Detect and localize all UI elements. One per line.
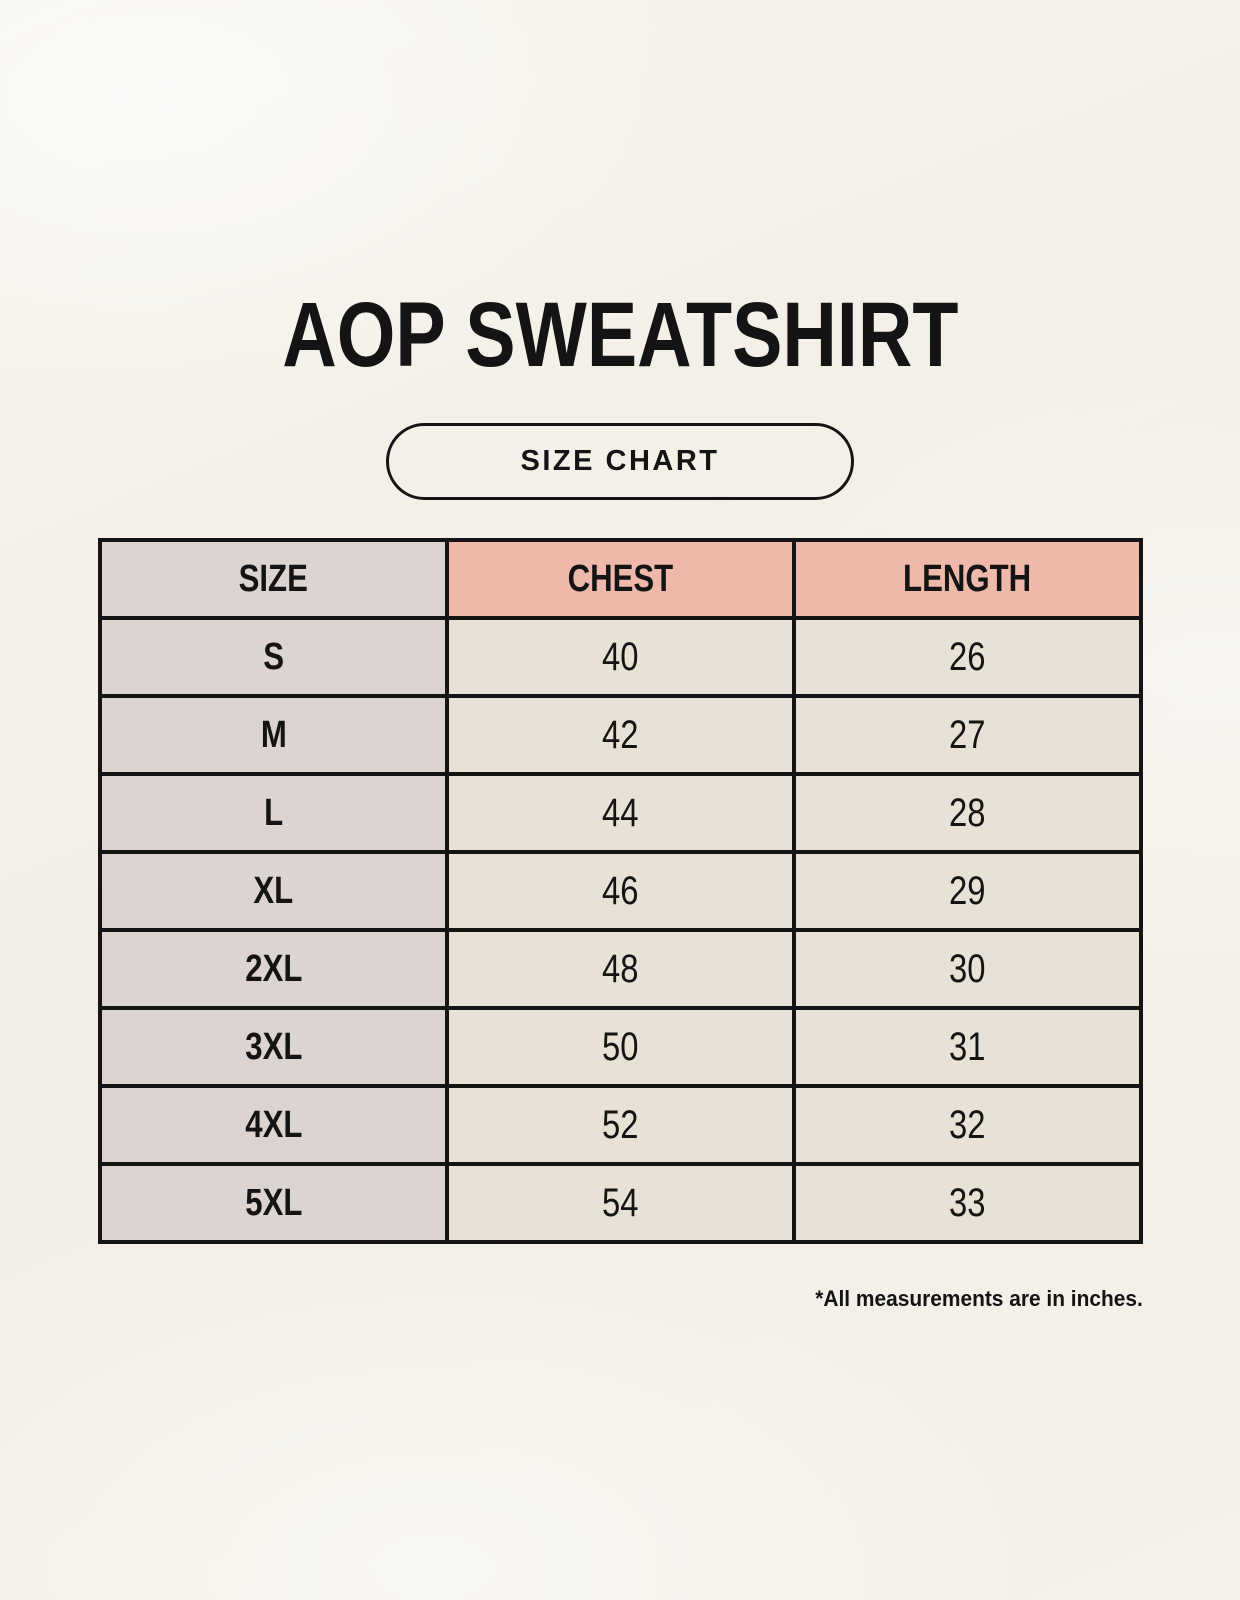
length-cell: 33	[792, 1162, 1143, 1244]
size-cell: 4XL	[98, 1084, 449, 1166]
chest-cell-text: 44	[602, 790, 639, 835]
size-cell-text: L	[263, 791, 284, 834]
size-chart-badge-label: SIZE CHART	[520, 445, 720, 477]
length-cell: 28	[792, 772, 1143, 854]
size-chart-badge: SIZE CHART	[386, 423, 854, 500]
size-cell: 3XL	[98, 1006, 449, 1088]
chest-cell: 46	[445, 850, 796, 932]
chest-cell-text: 42	[602, 712, 639, 757]
column-header-size: SIZE	[98, 538, 449, 620]
length-cell-text: 33	[949, 1180, 986, 1225]
column-header-chest: CHEST	[445, 538, 796, 620]
length-cell: 31	[792, 1006, 1143, 1088]
length-cell-text: 32	[949, 1102, 986, 1147]
chest-cell: 52	[445, 1084, 796, 1166]
length-cell: 30	[792, 928, 1143, 1010]
table-row: 3XL 50 31	[98, 1006, 1143, 1088]
table-row: L 44 28	[98, 772, 1143, 854]
page-title: AOP SWEATSHIRT	[0, 289, 1240, 381]
size-cell-text: 2XL	[244, 947, 303, 990]
size-cell-text: 5XL	[244, 1181, 303, 1224]
size-cell-text: 4XL	[244, 1103, 303, 1146]
size-cell: M	[98, 694, 449, 776]
chest-cell-text: 50	[602, 1024, 639, 1069]
table-header-row: SIZE CHEST LENGTH	[98, 538, 1143, 620]
size-cell-text: 3XL	[244, 1025, 303, 1068]
size-cell: S	[98, 616, 449, 698]
size-cell: 2XL	[98, 928, 449, 1010]
length-cell-text: 31	[949, 1024, 986, 1069]
chest-cell: 48	[445, 928, 796, 1010]
chest-cell-text: 46	[602, 868, 639, 913]
column-header-length: LENGTH	[792, 538, 1143, 620]
size-table-header: SIZE CHEST LENGTH	[98, 538, 1143, 620]
table-row: S 40 26	[98, 616, 1143, 698]
size-cell-text: XL	[253, 869, 294, 912]
chest-cell: 54	[445, 1162, 796, 1244]
size-table: SIZE CHEST LENGTH S 40 26 M 42 27 L 44 28 XL 46 29 2…	[98, 538, 1143, 1244]
size-cell: L	[98, 772, 449, 854]
table-row: 4XL 52 32	[98, 1084, 1143, 1166]
chest-cell-text: 52	[602, 1102, 639, 1147]
table-row: XL 46 29	[98, 850, 1143, 932]
length-cell-text: 30	[949, 946, 986, 991]
chest-cell: 44	[445, 772, 796, 854]
size-cell: XL	[98, 850, 449, 932]
size-cell: 5XL	[98, 1162, 449, 1244]
measurements-footnote: *All measurements are in inches.	[798, 1286, 1143, 1312]
table-row: 5XL 54 33	[98, 1162, 1143, 1244]
length-cell-text: 29	[949, 868, 986, 913]
size-cell-text: M	[260, 713, 287, 756]
page-title-text: AOP SWEATSHIRT	[281, 284, 959, 386]
length-cell: 32	[792, 1084, 1143, 1166]
length-cell: 29	[792, 850, 1143, 932]
length-cell: 26	[792, 616, 1143, 698]
length-cell-text: 28	[949, 790, 986, 835]
length-cell-text: 26	[949, 634, 986, 679]
table-row: 2XL 48 30	[98, 928, 1143, 1010]
chest-cell-text: 54	[602, 1180, 639, 1225]
measurements-footnote-text: *All measurements are in inches.	[815, 1286, 1143, 1311]
chest-cell: 40	[445, 616, 796, 698]
size-table-body: S 40 26 M 42 27 L 44 28 XL 46 29 2XL 48 30 3XL 50 31 4XL 52…	[98, 616, 1143, 1244]
chest-cell: 42	[445, 694, 796, 776]
chest-cell: 50	[445, 1006, 796, 1088]
table-row: M 42 27	[98, 694, 1143, 776]
size-cell-text: S	[263, 635, 284, 678]
chest-cell-text: 48	[602, 946, 639, 991]
length-cell: 27	[792, 694, 1143, 776]
length-cell-text: 27	[949, 712, 986, 757]
chest-cell-text: 40	[602, 634, 639, 679]
